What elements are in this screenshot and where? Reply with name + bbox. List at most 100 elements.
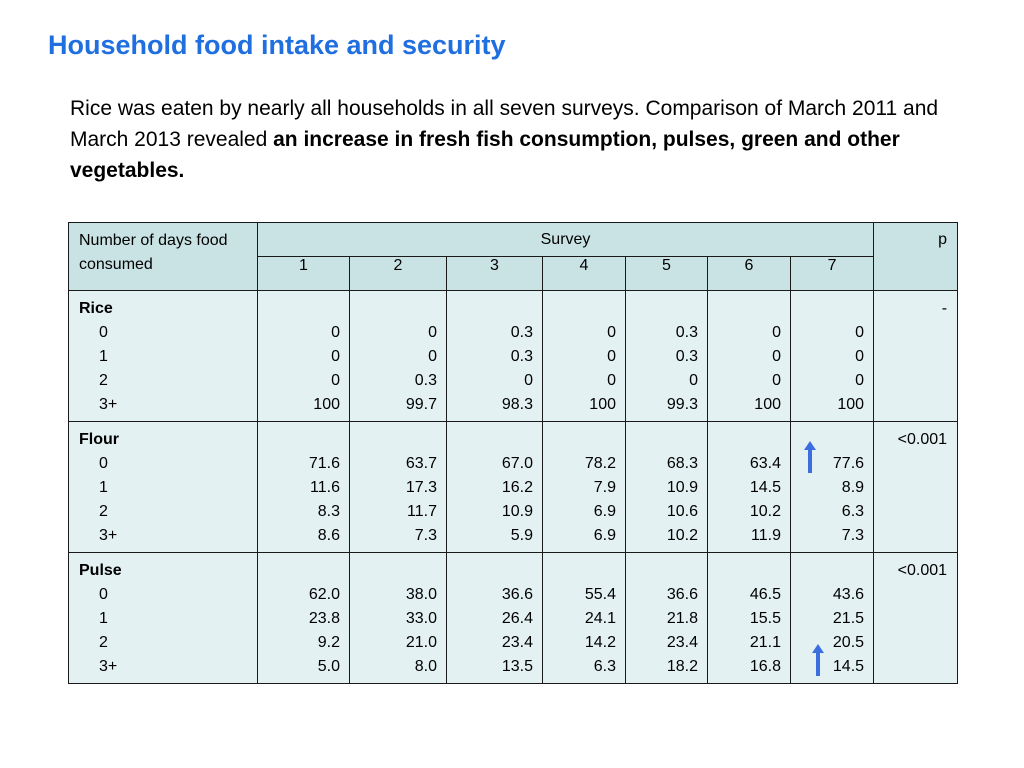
value: 8.9: [841, 479, 865, 496]
value-cell: 77.6 8.9 6.3 7.3: [789, 421, 875, 553]
value: 0: [524, 372, 533, 389]
value: 0: [855, 372, 865, 389]
intro-highlight: an increase in fresh fish consumption, p…: [70, 128, 900, 182]
level-label: 2: [99, 372, 108, 389]
value: 0.3: [675, 348, 698, 365]
value: 11.9: [751, 527, 781, 544]
value: 77.6: [832, 455, 865, 472]
intro-paragraph: Rice was eaten by nearly all households …: [70, 93, 995, 186]
level-label: 1: [99, 348, 108, 365]
value: 8.0: [414, 658, 437, 675]
value: 36.6: [666, 586, 698, 603]
value: 5.0: [317, 658, 340, 675]
value: 36.6: [501, 586, 533, 603]
survey-number: 3: [446, 256, 543, 291]
page-title: Household food intake and security: [48, 30, 506, 60]
value-cell: 36.6 26.4 23.4 13.5: [446, 552, 543, 684]
value: 13.5: [501, 658, 533, 675]
value: 24.1: [584, 610, 616, 627]
level-label: 0: [99, 455, 108, 472]
level-label: 0: [99, 324, 108, 341]
value: 8.6: [317, 527, 340, 544]
value-cell: 55.4 24.1 14.2 6.3: [542, 552, 626, 684]
value-cell: 67.0 16.2 10.9 5.9: [446, 421, 543, 553]
value: 5.9: [510, 527, 533, 544]
value: 21.1: [749, 634, 781, 651]
p-value: -: [941, 300, 948, 317]
value: 0.3: [510, 324, 533, 341]
value: 23.4: [501, 634, 533, 651]
level-label: 3+: [99, 658, 118, 675]
value-cell: 0 0 0 100: [789, 290, 875, 422]
value-cell: 71.6 11.6 8.3 8.6: [257, 421, 350, 553]
header-label: Number of days food consumed: [68, 222, 258, 291]
header-row: Number of days food consumed Survey p: [68, 222, 959, 291]
value: 100: [589, 396, 616, 413]
up-arrow-icon: [804, 441, 816, 473]
value: 15.5: [749, 610, 781, 627]
value: 7.3: [841, 527, 865, 544]
group-name: Pulse: [79, 562, 122, 579]
value-cell: 43.6 21.5 20.5 14.5: [789, 552, 875, 684]
group-label-cell: Rice 0 1 2 3+: [68, 290, 258, 422]
survey-number: 7: [789, 256, 875, 291]
value: 0: [855, 348, 865, 365]
value: 0: [607, 372, 616, 389]
value: 6.9: [593, 503, 616, 520]
value: 0: [331, 348, 340, 365]
value: 0.3: [675, 324, 698, 341]
value: 6.9: [593, 527, 616, 544]
value-cell: 38.0 33.0 21.0 8.0: [349, 552, 447, 684]
value: 10.6: [666, 503, 698, 520]
value: 67.0: [501, 455, 533, 472]
value: 98.3: [501, 396, 533, 413]
value-cell: 68.3 10.9 10.6 10.2: [625, 421, 708, 553]
value: 7.3: [414, 527, 437, 544]
value: 100: [313, 396, 340, 413]
value: 63.7: [405, 455, 437, 472]
survey-number: 4: [542, 256, 626, 291]
value: 21.5: [832, 610, 865, 627]
value: 16.8: [749, 658, 781, 675]
value: 26.4: [501, 610, 533, 627]
value: 11.7: [407, 503, 437, 520]
value: 55.4: [584, 586, 616, 603]
value: 0: [855, 324, 865, 341]
value-cell: 36.6 21.8 23.4 18.2: [625, 552, 708, 684]
value: 0: [772, 372, 781, 389]
group-name: Flour: [79, 431, 119, 448]
value: 10.9: [501, 503, 533, 520]
value: 0.3: [510, 348, 533, 365]
value: 46.5: [749, 586, 781, 603]
survey-number: 2: [349, 256, 447, 291]
group-block-row: Pulse 0 1 2 3+ 62.0 23.8 9.2 5.0 38.0 33.0 21.0 8.…: [68, 552, 959, 684]
level-label: 0: [99, 586, 108, 603]
value-cell: 0 0 0 100: [542, 290, 626, 422]
value: 8.3: [317, 503, 340, 520]
value: 20.5: [832, 634, 865, 651]
up-arrow-icon: [812, 644, 824, 676]
level-label: 2: [99, 634, 108, 651]
value: 99.7: [405, 396, 437, 413]
group-label-cell: Flour 0 1 2 3+: [68, 421, 258, 553]
value: 14.5: [749, 479, 781, 496]
value: 0: [607, 348, 616, 365]
value: 6.3: [593, 658, 616, 675]
value: 0.3: [414, 372, 437, 389]
value: 14.5: [832, 658, 865, 675]
value: 21.0: [405, 634, 437, 651]
value: 0: [331, 324, 340, 341]
group-label-cell: Pulse 0 1 2 3+: [68, 552, 258, 684]
value: 7.9: [593, 479, 616, 496]
value-cell: 0 0 0 100: [707, 290, 791, 422]
value: 18.2: [666, 658, 698, 675]
value: 0: [428, 324, 437, 341]
value-cell: 63.7 17.3 11.7 7.3: [349, 421, 447, 553]
value: 0: [772, 348, 781, 365]
value: 16.2: [501, 479, 533, 496]
value: 21.8: [666, 610, 698, 627]
value: 0: [331, 372, 340, 389]
value-cell: 0.3 0.3 0 98.3: [446, 290, 543, 422]
value-cell: 63.4 14.5 10.2 11.9: [707, 421, 791, 553]
value-cell: 46.5 15.5 21.1 16.8: [707, 552, 791, 684]
